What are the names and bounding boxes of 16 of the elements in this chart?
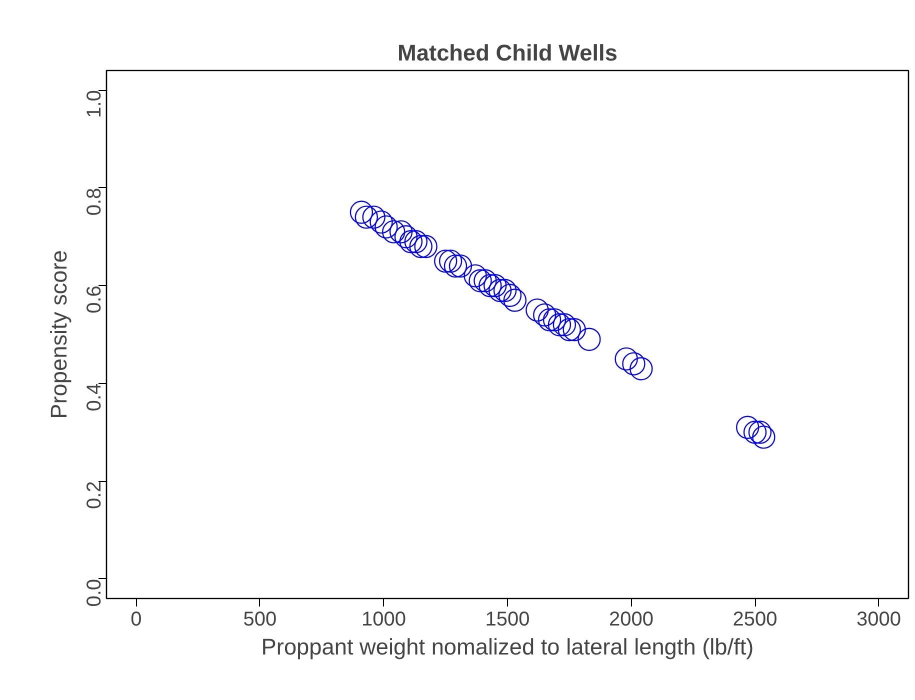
x-tick-label: 3000 [856,608,902,630]
x-tick-label: 1000 [361,608,406,630]
y-tick-label: 1.0 [84,90,106,118]
y-tick-label: 0.4 [84,383,106,412]
x-tick-label: 1500 [485,608,530,630]
x-tick-label: 0 [130,608,142,630]
x-tick-label: 2000 [609,608,654,630]
y-tick-label: 0.6 [84,286,106,314]
x-axis-title: Proppant weight nomalized to lateral length (lb/ft) [261,634,754,660]
y-tick-label: 0.0 [84,578,106,607]
x-tick-label: 500 [243,608,277,630]
y-tick-label: 0.2 [84,481,106,509]
y-tick-label: 0.8 [84,188,106,216]
chart-title: Matched Child Wells [398,40,618,66]
x-tick-label: 2500 [732,608,778,630]
y-axis-title: Propensity score [46,250,72,419]
